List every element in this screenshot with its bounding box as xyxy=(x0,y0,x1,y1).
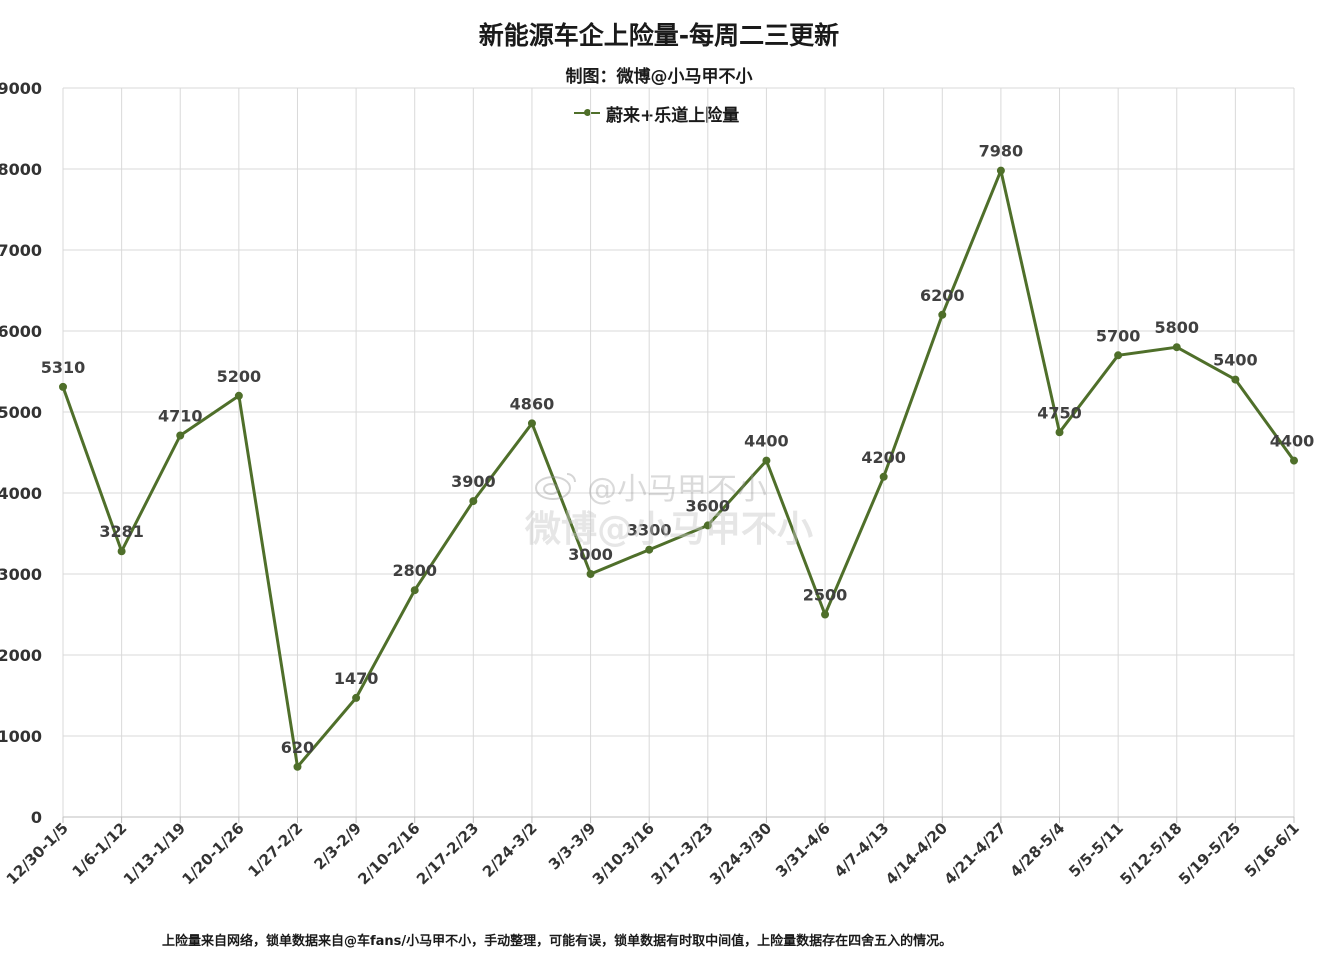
data-label: 5700 xyxy=(1096,326,1141,345)
data-label: 4400 xyxy=(1270,432,1315,451)
data-point xyxy=(293,762,302,771)
data-point xyxy=(176,431,185,440)
data-point xyxy=(352,693,361,702)
data-label: 3281 xyxy=(99,522,144,541)
y-tick-label: 7000 xyxy=(0,241,42,260)
y-tick-label: 4000 xyxy=(0,484,42,503)
chart-subtitle: 制图：微博@小马甲不小 xyxy=(565,67,753,87)
axes xyxy=(62,816,1295,823)
data-point xyxy=(1114,351,1123,360)
x-tick-label: 1/13-1/19 xyxy=(120,819,189,888)
x-tick-label: 5/5-5/11 xyxy=(1065,819,1127,881)
data-labels: 5310 3281 4710 5200 620 1470 2800 3900 4860 3000 3… xyxy=(41,142,1315,757)
y-tick-labels: 0 1000 2000 3000 4000 5000 6000 7000 8000 9000 xyxy=(0,79,42,827)
data-point xyxy=(996,166,1005,175)
x-tick-label: 1/6-1/12 xyxy=(69,819,131,881)
data-point xyxy=(1172,343,1181,352)
data-label: 5310 xyxy=(41,358,86,377)
data-point xyxy=(938,310,947,319)
data-label: 3300 xyxy=(627,521,672,540)
series-layer xyxy=(59,166,1298,771)
data-label: 620 xyxy=(281,738,314,757)
x-tick-label: 3/17-3/23 xyxy=(647,819,716,888)
x-tick-label: 3/10-3/16 xyxy=(589,819,658,888)
y-tick-label: 9000 xyxy=(0,79,42,98)
data-label: 4750 xyxy=(1037,403,1082,422)
grid-lines xyxy=(62,87,1295,817)
data-label: 2800 xyxy=(392,561,437,580)
data-point xyxy=(469,497,478,506)
data-label: 4200 xyxy=(861,448,906,467)
data-point xyxy=(879,472,888,481)
x-tick-label: 2/24-3/2 xyxy=(479,819,541,881)
data-label: 4400 xyxy=(744,432,789,451)
footnote: 上险量来自网络，锁单数据来自@车fans/小马甲不小，手动整理，可能有误，锁单数… xyxy=(162,934,953,949)
data-point xyxy=(645,545,654,554)
data-point xyxy=(1290,456,1298,465)
data-label: 5400 xyxy=(1213,351,1258,370)
x-tick-labels: 12/30-1/51/6-1/121/13-1/191/20-1/261/27-… xyxy=(3,819,1303,888)
x-tick-label: 5/19-5/25 xyxy=(1175,819,1244,888)
x-tick-label: 1/27-2/2 xyxy=(245,819,307,881)
legend-label: 蔚来+乐道上险量 xyxy=(606,105,740,126)
x-tick-label: 4/28-5/4 xyxy=(1007,819,1069,881)
x-tick-label: 4/7-4/13 xyxy=(831,819,893,881)
x-tick-label: 2/10-2/16 xyxy=(354,819,423,888)
data-point xyxy=(703,521,712,530)
y-tick-label: 5000 xyxy=(0,403,42,422)
x-tick-label: 4/14-4/20 xyxy=(882,819,951,888)
y-tick-label: 2000 xyxy=(0,646,42,665)
data-point xyxy=(821,610,830,619)
data-point xyxy=(1055,428,1064,437)
data-label: 2500 xyxy=(803,586,848,605)
y-tick-label: 3000 xyxy=(0,565,42,584)
data-label: 5200 xyxy=(217,367,262,386)
data-label: 4710 xyxy=(158,406,203,425)
series-line xyxy=(61,169,1296,769)
data-label: 7980 xyxy=(979,142,1024,161)
x-tick-label: 4/21-4/27 xyxy=(941,819,1010,888)
legend: 蔚来+乐道上险量 xyxy=(574,101,740,126)
data-point xyxy=(586,570,595,578)
x-tick-label: 3/24-3/30 xyxy=(706,819,775,888)
x-tick-label: 5/16-6/1 xyxy=(1241,819,1303,881)
legend-swatch xyxy=(574,109,600,116)
data-point xyxy=(234,391,243,400)
data-label: 3900 xyxy=(451,472,496,491)
x-tick-label: 2/3-2/9 xyxy=(311,819,365,873)
x-tick-label: 2/17-2/23 xyxy=(413,819,482,888)
chart-title: 新能源车企上险量-每周二三更新 xyxy=(478,21,840,50)
y-tick-label: 6000 xyxy=(0,322,42,341)
data-label: 6200 xyxy=(920,286,965,305)
data-point xyxy=(1231,375,1240,384)
data-point xyxy=(762,456,771,465)
y-tick-label: 0 xyxy=(31,808,42,827)
x-tick-label: 12/30-1/5 xyxy=(3,819,72,888)
x-tick-label: 5/12-5/18 xyxy=(1116,819,1185,888)
y-tick-label: 8000 xyxy=(0,160,42,179)
data-point xyxy=(59,382,67,391)
data-point xyxy=(410,586,419,595)
x-tick-label: 3/3-3/9 xyxy=(545,819,599,873)
data-label: 3000 xyxy=(568,545,613,564)
x-tick-label: 3/31-4/6 xyxy=(772,819,834,881)
data-label: 1470 xyxy=(334,669,379,688)
data-label: 4860 xyxy=(510,394,555,413)
data-label: 5800 xyxy=(1154,318,1199,337)
y-tick-label: 1000 xyxy=(0,727,42,746)
data-label: 3600 xyxy=(686,496,731,515)
x-tick-label: 1/20-1/26 xyxy=(179,819,248,888)
data-point xyxy=(527,419,536,428)
data-point xyxy=(117,547,126,556)
